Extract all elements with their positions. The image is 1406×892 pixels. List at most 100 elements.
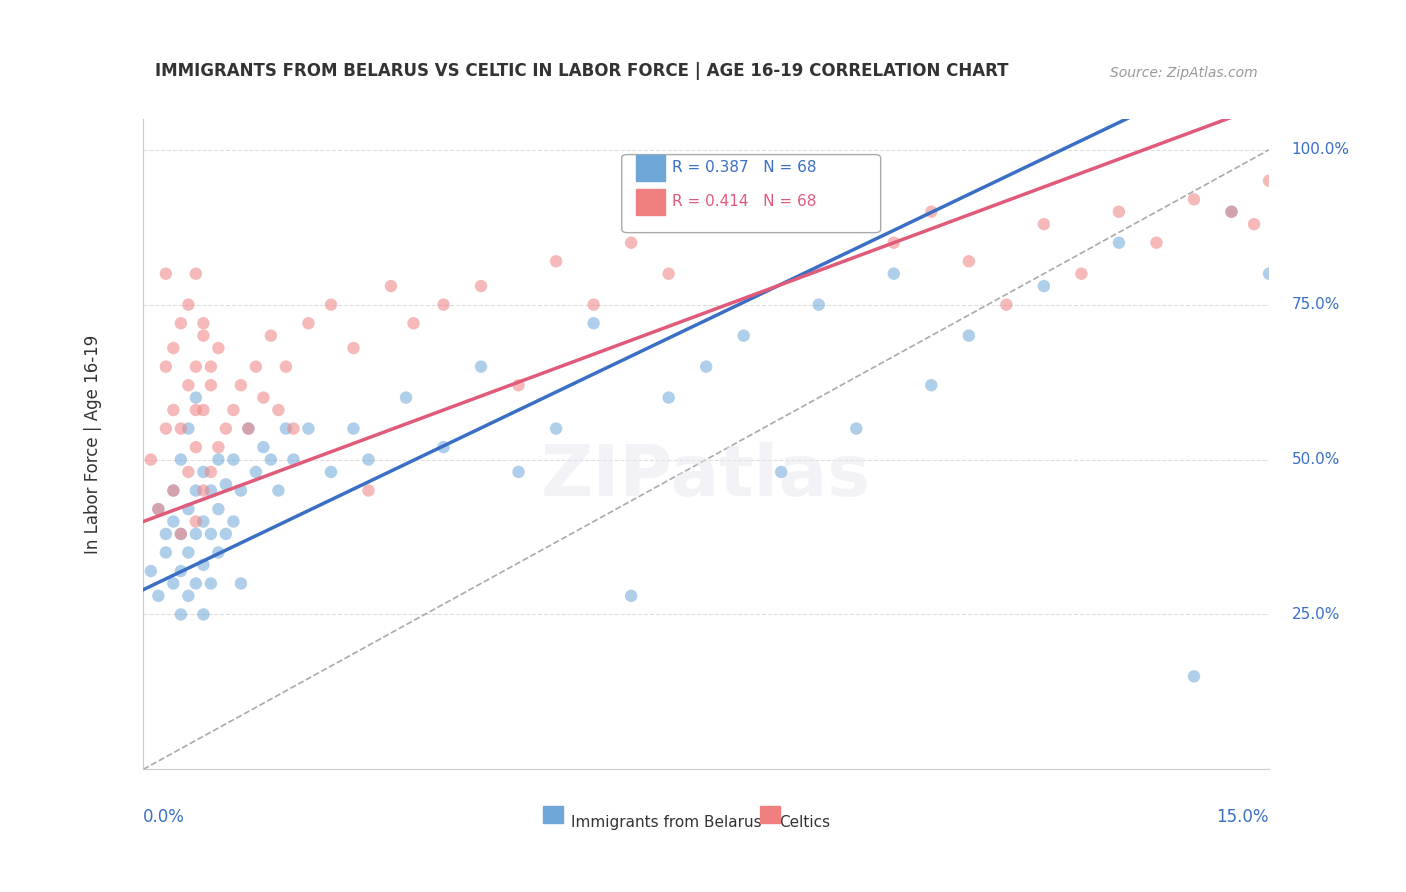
Text: R = 0.414   N = 68: R = 0.414 N = 68 [672,194,817,209]
Point [582,298,605,312]
Point [229,576,252,591]
Point [162,576,184,591]
Point [283,421,305,435]
Point [957,254,980,268]
Point [1070,267,1092,281]
Point [193,558,215,572]
Point [162,403,184,417]
Point [432,440,454,454]
Point [139,564,162,578]
Point [1032,279,1054,293]
Point [193,316,215,330]
Point [170,316,193,330]
Point [148,502,170,516]
Point [620,589,643,603]
Point [215,527,238,541]
Point [222,452,245,467]
Point [283,452,305,467]
Point [695,217,717,231]
Point [1182,669,1205,683]
Text: 25.0%: 25.0% [1292,607,1340,622]
Point [267,403,290,417]
Point [432,298,454,312]
Point [155,527,177,541]
Point [193,403,215,417]
Point [222,403,245,417]
Point [207,440,229,454]
Point [200,378,222,392]
Point [1258,267,1281,281]
Point [170,421,193,435]
Point [245,359,267,374]
Point [395,391,418,405]
Point [845,217,868,231]
Point [238,421,260,435]
Point [245,465,267,479]
Point [215,421,238,435]
Point [807,298,830,312]
Point [162,483,184,498]
Point [883,235,905,250]
Point [207,545,229,559]
Text: 100.0%: 100.0% [1292,143,1350,157]
Point [193,607,215,622]
Point [1182,192,1205,206]
Point [274,359,297,374]
Point [319,298,342,312]
Point [207,452,229,467]
Point [260,452,283,467]
Point [883,267,905,281]
Point [620,235,643,250]
Point [470,359,492,374]
Point [229,378,252,392]
Text: 50.0%: 50.0% [1292,452,1340,467]
Point [770,465,793,479]
Point [274,421,297,435]
Point [162,483,184,498]
Point [297,316,319,330]
Point [920,378,942,392]
Point [508,465,530,479]
Point [177,589,200,603]
Point [1220,204,1243,219]
Point [546,421,568,435]
Point [139,452,162,467]
Point [995,298,1018,312]
Point [184,391,207,405]
Point [252,440,274,454]
Point [207,502,229,516]
Bar [761,806,780,822]
Point [658,267,681,281]
Point [229,483,252,498]
Point [184,483,207,498]
Point [695,359,717,374]
Point [1108,235,1130,250]
Point [957,328,980,343]
Point [1243,217,1265,231]
Point [155,359,177,374]
Point [200,576,222,591]
Point [770,217,793,231]
Point [357,483,380,498]
Point [1032,217,1054,231]
Point [319,465,342,479]
Point [155,267,177,281]
Point [177,502,200,516]
Point [200,465,222,479]
Point [177,465,200,479]
Point [193,483,215,498]
Point [658,391,681,405]
Bar [637,154,665,180]
Point [177,298,200,312]
Point [733,204,755,219]
Bar [543,806,564,822]
Point [200,527,222,541]
Text: 75.0%: 75.0% [1292,297,1340,312]
Point [148,589,170,603]
Point [260,328,283,343]
Point [1146,235,1168,250]
Point [733,328,755,343]
Point [148,502,170,516]
Text: Celtics: Celtics [779,815,831,830]
Point [177,378,200,392]
